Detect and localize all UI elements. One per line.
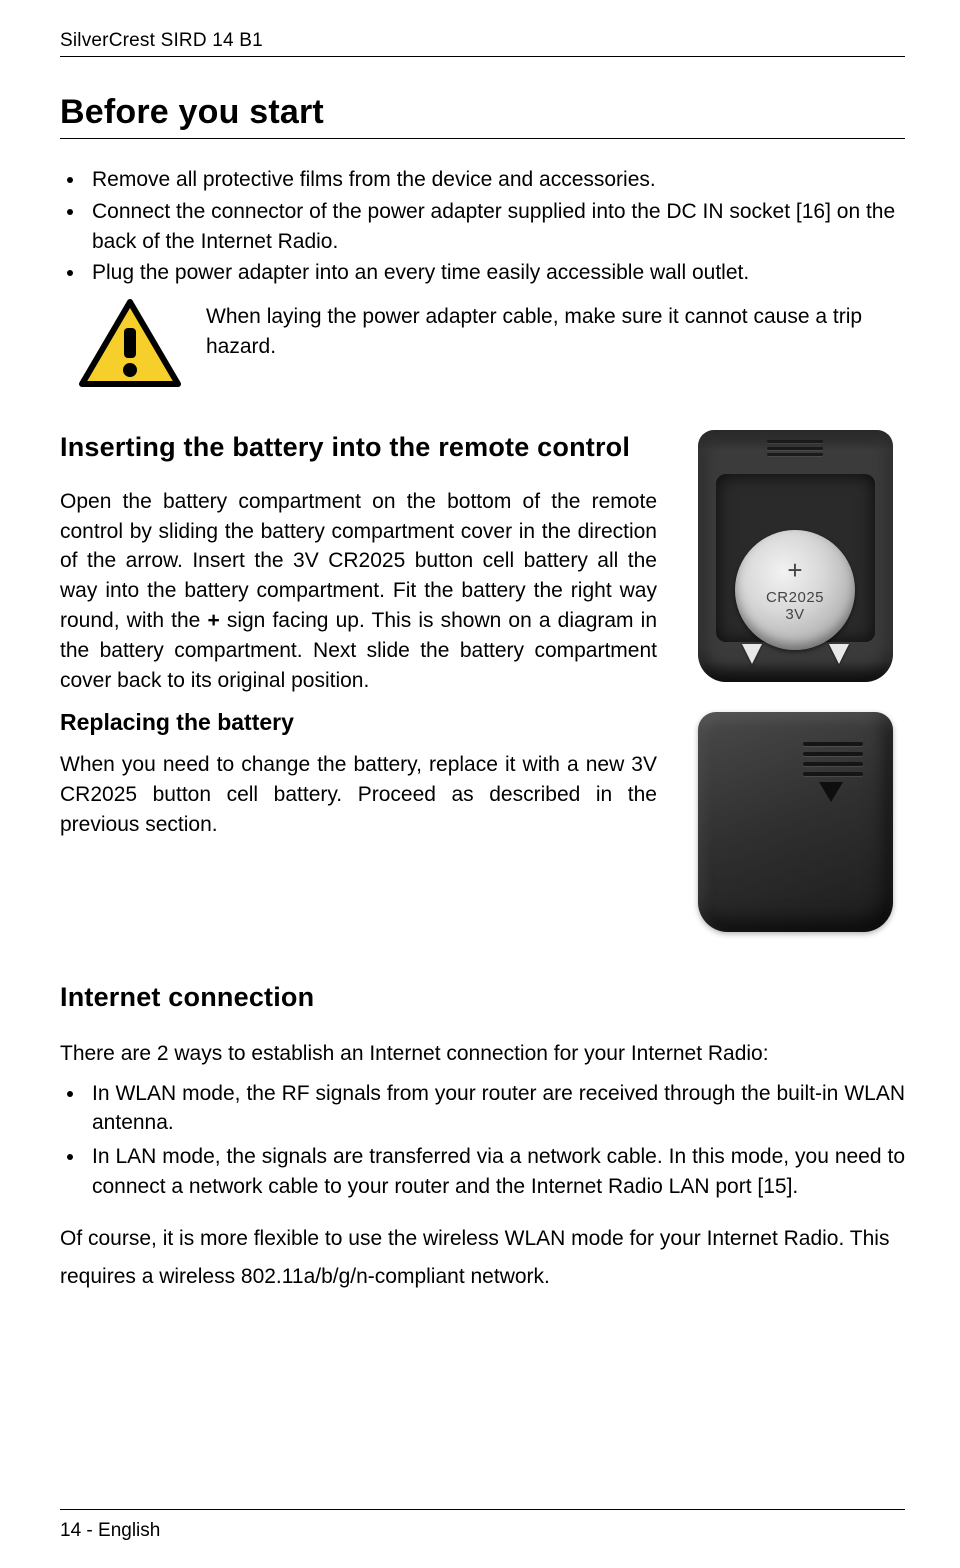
battery-images-column: + CR2025 3V bbox=[685, 424, 905, 932]
replacing-battery-paragraph: When you need to change the battery, rep… bbox=[60, 750, 657, 839]
page-header: SilverCrest SIRD 14 B1 bbox=[60, 30, 905, 57]
replacing-battery-subhead: Replacing the battery bbox=[60, 709, 657, 736]
warning-block: When laying the power adapter cable, mak… bbox=[78, 298, 905, 390]
inserting-battery-paragraph: Open the battery compartment on the bott… bbox=[60, 487, 657, 696]
product-name: SilverCrest SIRD 14 B1 bbox=[60, 30, 263, 51]
coin-cell-battery-icon: + CR2025 3V bbox=[735, 530, 855, 650]
footer-sep: - bbox=[81, 1520, 98, 1541]
internet-connection-closing: Of course, it is more flexible to use th… bbox=[60, 1220, 905, 1296]
list-item: In WLAN mode, the RF signals from your r… bbox=[86, 1079, 905, 1139]
list-item: In LAN mode, the signals are transferred… bbox=[86, 1142, 905, 1202]
internet-connection-intro: There are 2 ways to establish an Interne… bbox=[60, 1039, 905, 1069]
before-you-start-list: Remove all protective films from the dev… bbox=[60, 165, 905, 288]
grip-lines-icon bbox=[803, 742, 863, 776]
internet-connection-list: In WLAN mode, the RF signals from your r… bbox=[60, 1079, 905, 1202]
warning-text: When laying the power adapter cable, mak… bbox=[206, 298, 905, 362]
warning-triangle-icon bbox=[78, 298, 182, 390]
list-item: Remove all protective films from the dev… bbox=[86, 165, 905, 195]
slide-arrow-icon bbox=[829, 644, 849, 664]
battery-cover-closed-image bbox=[698, 712, 893, 932]
page-number: 14 bbox=[60, 1520, 81, 1541]
section-inserting-battery-title: Inserting the battery into the remote co… bbox=[60, 430, 657, 465]
plus-sign: + bbox=[207, 609, 219, 632]
list-item: Plug the power adapter into an every tim… bbox=[86, 258, 905, 288]
coin-plus-label: + bbox=[787, 557, 802, 583]
slide-arrow-icon bbox=[742, 644, 762, 664]
section-internet-connection-title: Internet connection bbox=[60, 980, 905, 1015]
footer-rule bbox=[60, 1509, 905, 1510]
list-item: Connect the connector of the power adapt… bbox=[86, 197, 905, 257]
battery-compartment-open-image: + CR2025 3V bbox=[698, 430, 893, 682]
slide-arrow-icon bbox=[819, 782, 843, 802]
page-footer: 14 - English bbox=[60, 1520, 160, 1542]
coin-model-label: CR2025 bbox=[766, 589, 824, 606]
coin-voltage-label: 3V bbox=[785, 606, 804, 623]
section-before-you-start-title: Before you start bbox=[60, 93, 905, 139]
page-language: English bbox=[98, 1520, 160, 1541]
